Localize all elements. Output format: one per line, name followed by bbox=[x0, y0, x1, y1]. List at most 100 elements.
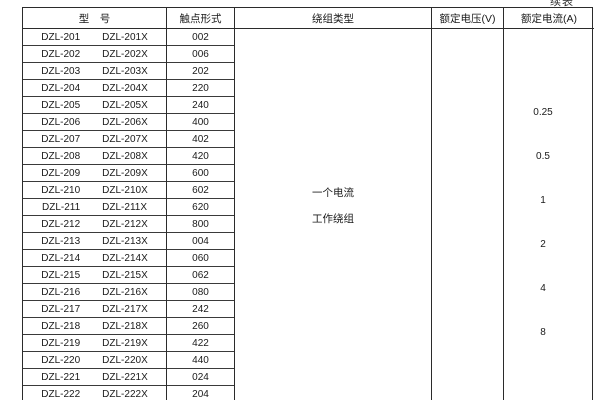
model-cell: DZL-204 bbox=[41, 82, 81, 94]
table-row: 240 bbox=[167, 97, 234, 114]
table-row: 800 bbox=[167, 216, 234, 233]
model-cell: DZL-221 bbox=[41, 371, 81, 383]
table-row: DZL-219 DZL-219X bbox=[23, 335, 166, 352]
contact-form-cell: 422 bbox=[192, 337, 209, 349]
model-x-cell: DZL-215X bbox=[102, 269, 148, 281]
model-x-cell: DZL-221X bbox=[102, 371, 148, 383]
table-row: 006 bbox=[167, 46, 234, 63]
table-row: DZL-214 DZL-214X bbox=[23, 250, 166, 267]
table-row: DZL-204 DZL-204X bbox=[23, 80, 166, 97]
rated-current-value: 2 bbox=[540, 238, 546, 250]
model-cell: DZL-209 bbox=[41, 167, 81, 179]
table-row: 260 bbox=[167, 318, 234, 335]
table-row: 402 bbox=[167, 131, 234, 148]
table-row: DZL-216 DZL-216X bbox=[23, 284, 166, 301]
table-row: 002 bbox=[167, 29, 234, 46]
contact-form-cell: 242 bbox=[192, 303, 209, 315]
model-cell: DZL-218 bbox=[41, 320, 81, 332]
model-cell: DZL-205 bbox=[41, 99, 81, 111]
model-cell: DZL-217 bbox=[41, 303, 81, 315]
model-cell: DZL-203 bbox=[41, 65, 81, 77]
contact-form-cell: 620 bbox=[192, 201, 209, 213]
model-cell: DZL-206 bbox=[41, 116, 81, 128]
contact-form-cell: 400 bbox=[192, 116, 209, 128]
table-row: 420 bbox=[167, 148, 234, 165]
model-x-cell: DZL-205X bbox=[102, 99, 148, 111]
model-cell: DZL-212 bbox=[41, 218, 81, 230]
contact-form-cell: 600 bbox=[192, 167, 209, 179]
rated-current-cell: 0.25 0.5 1 2 4 8 bbox=[503, 29, 594, 400]
model-x-cell: DZL-202X bbox=[102, 48, 148, 60]
model-x-cell: DZL-201X bbox=[102, 31, 148, 43]
model-column-body: DZL-201 DZL-201X DZL-202 DZL-202X DZL-20… bbox=[23, 29, 166, 400]
contact-form-cell: 420 bbox=[192, 150, 209, 162]
model-x-cell: DZL-219X bbox=[102, 337, 148, 349]
model-x-cell: DZL-218X bbox=[102, 320, 148, 332]
contact-form-cell: 004 bbox=[192, 235, 209, 247]
table-row: 202 bbox=[167, 63, 234, 80]
contact-form-cell: 260 bbox=[192, 320, 209, 332]
table-row: DZL-205 DZL-205X bbox=[23, 97, 166, 114]
model-x-cell: DZL-213X bbox=[102, 235, 148, 247]
model-cell: DZL-219 bbox=[41, 337, 81, 349]
contact-form-cell: 440 bbox=[192, 354, 209, 366]
model-cell: DZL-213 bbox=[41, 235, 81, 247]
table-row: DZL-221 DZL-221X bbox=[23, 369, 166, 386]
table-row: DZL-213 DZL-213X bbox=[23, 233, 166, 250]
contact-form-column-body: 002 006 202 220 240 400 bbox=[166, 29, 234, 400]
model-cell: DZL-216 bbox=[41, 286, 81, 298]
table-row: DZL-203 DZL-203X bbox=[23, 63, 166, 80]
model-cell: DZL-210 bbox=[41, 184, 81, 196]
model-x-cell: DZL-212X bbox=[102, 218, 148, 230]
winding-type-line-1: 一个电流 bbox=[312, 187, 354, 199]
table-row: 242 bbox=[167, 301, 234, 318]
relay-spec-table: 型 号 触点形式 绕组类型 额定电压(V) 额定电流(A) DZL-201 DZ… bbox=[22, 7, 594, 400]
contact-form-cell: 006 bbox=[192, 48, 209, 60]
contact-form-cell: 080 bbox=[192, 286, 209, 298]
contact-form-cell: 204 bbox=[192, 389, 209, 400]
table-row: DZL-202 DZL-202X bbox=[23, 46, 166, 63]
rated-current-value: 4 bbox=[540, 282, 546, 294]
contact-form-cell: 024 bbox=[192, 371, 209, 383]
model-x-cell: DZL-203X bbox=[102, 65, 148, 77]
table-row: 422 bbox=[167, 335, 234, 352]
table-row: 004 bbox=[167, 233, 234, 250]
table-row: 080 bbox=[167, 284, 234, 301]
table-row: 060 bbox=[167, 250, 234, 267]
table-row: 440 bbox=[167, 352, 234, 369]
model-x-cell: DZL-204X bbox=[102, 82, 148, 94]
rated-current-value: 0.25 bbox=[533, 106, 553, 118]
table-row: DZL-220 DZL-220X bbox=[23, 352, 166, 369]
table-row: DZL-201 DZL-201X bbox=[23, 29, 166, 46]
table-row: 602 bbox=[167, 182, 234, 199]
model-x-cell: DZL-207X bbox=[102, 133, 148, 145]
table-row: DZL-212 DZL-212X bbox=[23, 216, 166, 233]
model-x-cell: DZL-210X bbox=[102, 184, 148, 196]
rated-current-value: 1 bbox=[540, 194, 546, 206]
model-cell: DZL-215 bbox=[41, 269, 81, 281]
table-row: DZL-208 DZL-208X bbox=[23, 148, 166, 165]
contact-form-cell: 002 bbox=[192, 31, 209, 43]
rated-current-value: 8 bbox=[540, 326, 546, 338]
contact-form-cell: 402 bbox=[192, 133, 209, 145]
table-row: DZL-211 DZL-211X bbox=[23, 199, 166, 216]
header-rated-voltage: 额定电压(V) bbox=[431, 8, 503, 29]
model-cell: DZL-207 bbox=[41, 133, 81, 145]
model-x-cell: DZL-220X bbox=[102, 354, 148, 366]
model-cell: DZL-208 bbox=[41, 150, 81, 162]
model-x-cell: DZL-209X bbox=[102, 167, 148, 179]
header-winding-type: 绕组类型 bbox=[234, 8, 431, 29]
contact-form-cell: 602 bbox=[192, 184, 209, 196]
table-row: 620 bbox=[167, 199, 234, 216]
contact-form-cell: 202 bbox=[192, 65, 209, 77]
table-row: DZL-218 DZL-218X bbox=[23, 318, 166, 335]
model-cell: DZL-222 bbox=[41, 389, 81, 400]
table-row: 600 bbox=[167, 165, 234, 182]
contact-form-cell: 240 bbox=[192, 99, 209, 111]
contact-form-cell: 220 bbox=[192, 82, 209, 94]
table-row: DZL-206 DZL-206X bbox=[23, 114, 166, 131]
table-row: 024 bbox=[167, 369, 234, 386]
model-x-cell: DZL-211X bbox=[102, 201, 147, 213]
header-model: 型 号 bbox=[23, 8, 166, 29]
